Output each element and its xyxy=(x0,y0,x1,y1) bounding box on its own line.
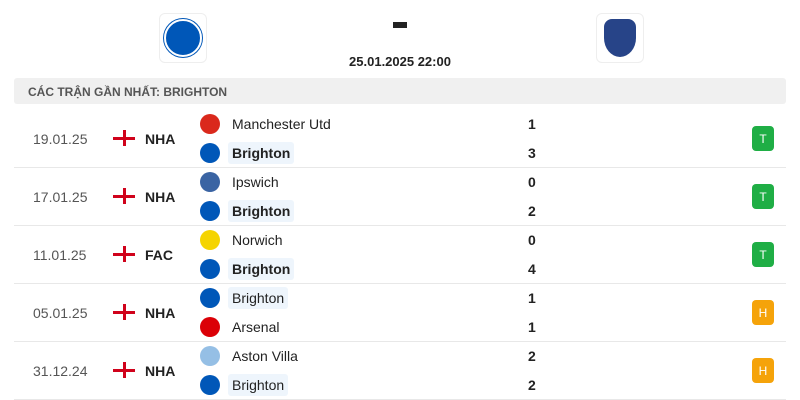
team-ipswich[interactable]: Ipswich xyxy=(200,170,283,194)
aston-villa-logo-icon xyxy=(200,346,220,366)
match-date: 11.01.25 xyxy=(33,247,87,263)
manchester-utd-logo-icon xyxy=(200,114,220,134)
team-arsenal[interactable]: Arsenal xyxy=(200,315,283,339)
score-team1: 2 xyxy=(528,348,536,364)
ipswich-logo-icon xyxy=(200,172,220,192)
match-date: 05.01.25 xyxy=(33,305,88,321)
match-row[interactable]: 31.12.24 NHA Aston Villa Brighton 2 2 H xyxy=(14,342,786,400)
section-header: CÁC TRẬN GẦN NHẤT: BRIGHTON xyxy=(14,78,786,104)
competition: NHA xyxy=(145,363,176,379)
match-date: 31.12.24 xyxy=(33,363,88,379)
team-brighton[interactable]: Brighton xyxy=(200,199,295,223)
result-badge: T xyxy=(752,242,774,267)
score-dash xyxy=(393,22,407,28)
team-brighton[interactable]: Brighton xyxy=(200,286,289,310)
score-team1: 1 xyxy=(528,116,536,132)
brighton-logo-icon xyxy=(200,143,220,163)
match-date: 17.01.25 xyxy=(33,189,88,205)
match-row[interactable]: 05.01.25 NHA Brighton Arsenal 1 1 H xyxy=(14,284,786,342)
result-badge: H xyxy=(752,358,774,383)
england-flag-icon xyxy=(113,188,135,204)
team-manchester-utd[interactable]: Manchester Utd xyxy=(200,112,335,136)
brighton-logo-icon xyxy=(200,288,220,308)
norwich-logo-icon xyxy=(200,230,220,250)
england-flag-icon xyxy=(113,304,135,320)
team-name: Arsenal xyxy=(232,319,280,335)
match-row[interactable]: 19.01.25 NHA Manchester Utd Brighton 1 3… xyxy=(14,110,786,168)
competition: NHA xyxy=(145,305,176,321)
team-name: Manchester Utd xyxy=(232,116,331,132)
score-team1: 1 xyxy=(528,290,536,306)
score-team2: 2 xyxy=(528,377,536,393)
match-datetime: 25.01.2025 22:00 xyxy=(349,54,451,69)
brighton-logo-icon xyxy=(200,201,220,221)
result-badge: T xyxy=(752,126,774,151)
result-badge: T xyxy=(752,184,774,209)
team-name: Aston Villa xyxy=(232,348,298,364)
england-flag-icon xyxy=(113,246,135,262)
team-name: Brighton xyxy=(228,287,289,309)
competition: NHA xyxy=(145,131,176,147)
score-team1: 0 xyxy=(528,232,536,248)
team-norwich[interactable]: Norwich xyxy=(200,228,287,252)
team-name: Brighton xyxy=(228,374,289,396)
arsenal-logo-icon xyxy=(200,317,220,337)
match-date: 19.01.25 xyxy=(33,131,88,147)
score-team2: 2 xyxy=(528,203,536,219)
team-brighton[interactable]: Brighton xyxy=(200,373,289,397)
score-team2: 3 xyxy=(528,145,536,161)
brighton-crest-icon xyxy=(164,19,202,57)
away-team-logo[interactable] xyxy=(596,13,644,63)
team-brighton[interactable]: Brighton xyxy=(200,141,295,165)
match-row[interactable]: 17.01.25 NHA Ipswich Brighton 0 2 T xyxy=(14,168,786,226)
match-row[interactable]: 11.01.25 FAC Norwich Brighton 0 4 T xyxy=(14,226,786,284)
everton-crest-icon xyxy=(604,19,636,57)
team-name: Brighton xyxy=(228,258,295,280)
england-flag-icon xyxy=(113,130,135,146)
home-team-logo[interactable] xyxy=(159,13,207,63)
score-team2: 4 xyxy=(528,261,536,277)
team-name: Brighton xyxy=(228,142,295,164)
team-name: Norwich xyxy=(232,232,283,248)
brighton-logo-icon xyxy=(200,259,220,279)
team-aston-villa[interactable]: Aston Villa xyxy=(200,344,302,368)
england-flag-icon xyxy=(113,362,135,378)
score-team2: 1 xyxy=(528,319,536,335)
team-name: Brighton xyxy=(228,200,295,222)
brighton-logo-icon xyxy=(200,375,220,395)
score-team1: 0 xyxy=(528,174,536,190)
team-brighton[interactable]: Brighton xyxy=(200,257,295,281)
team-name: Ipswich xyxy=(232,174,279,190)
competition: NHA xyxy=(145,189,176,205)
competition: FAC xyxy=(145,247,173,263)
result-badge: H xyxy=(752,300,774,325)
